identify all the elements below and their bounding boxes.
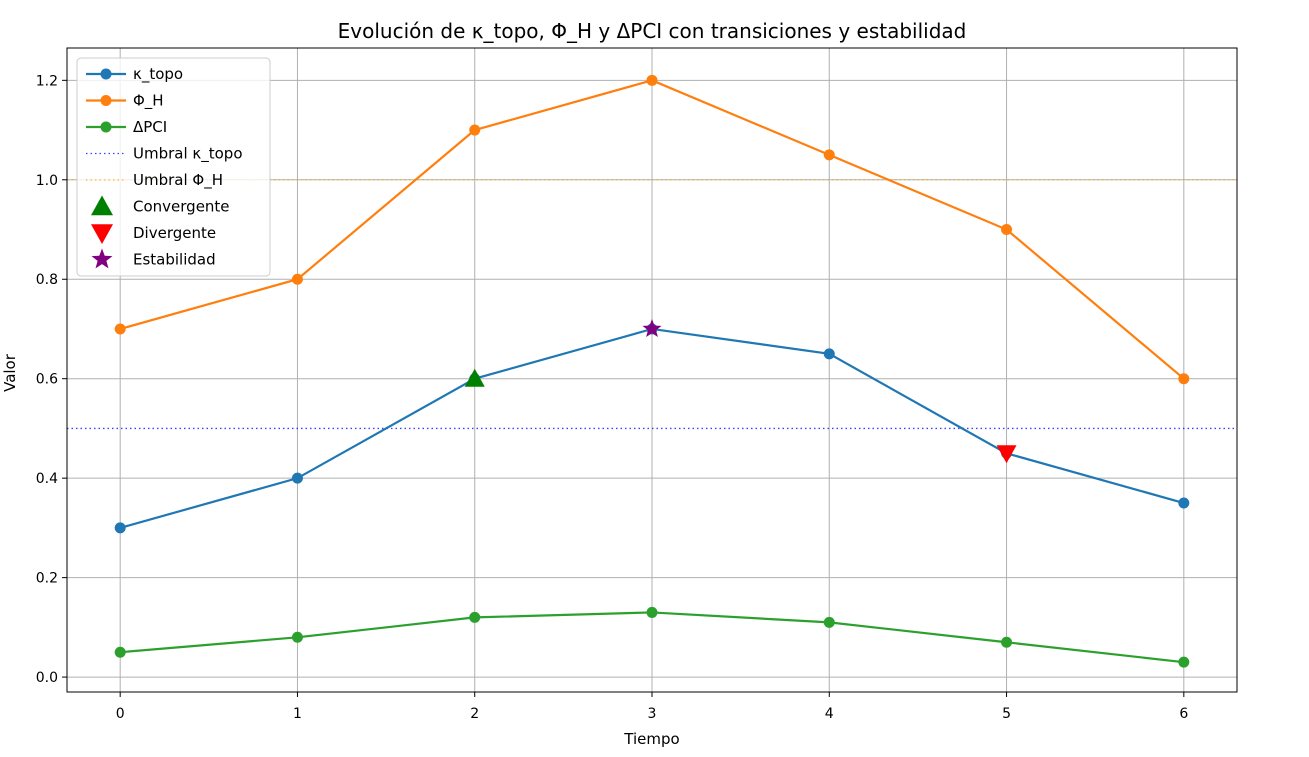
y-tick-label: 0.0 bbox=[36, 670, 58, 686]
x-tick-label: 0 bbox=[116, 706, 125, 722]
y-tick-label: 0.2 bbox=[36, 571, 58, 587]
legend-point bbox=[100, 95, 112, 106]
x-tick-label: 2 bbox=[470, 706, 479, 722]
y-tick-label: 1.2 bbox=[36, 73, 58, 89]
series-point bbox=[823, 149, 835, 161]
legend-label: ΔPCI bbox=[133, 118, 167, 136]
x-tick-label: 1 bbox=[293, 706, 302, 722]
event-markers bbox=[464, 318, 1017, 464]
x-tick-label: 4 bbox=[825, 706, 834, 722]
legend-label: Estabilidad bbox=[133, 251, 216, 269]
series-point bbox=[469, 124, 481, 136]
x-tick-label: 6 bbox=[1179, 706, 1188, 722]
series-point bbox=[291, 631, 303, 643]
legend-box bbox=[76, 57, 271, 277]
event-marker bbox=[996, 445, 1017, 464]
series-point bbox=[646, 606, 658, 618]
series-point bbox=[291, 273, 303, 285]
y-tick-label: 1.0 bbox=[36, 173, 58, 189]
legend-label: Φ_H bbox=[133, 92, 164, 111]
event-marker bbox=[464, 368, 485, 387]
x-tick-label: 5 bbox=[1002, 706, 1011, 722]
series-point bbox=[291, 472, 303, 484]
series-point bbox=[823, 616, 835, 628]
legend-point bbox=[100, 68, 112, 80]
series-point bbox=[1178, 497, 1190, 509]
event-marker bbox=[642, 318, 662, 338]
legend-marker bbox=[91, 195, 113, 216]
series-point bbox=[1178, 373, 1190, 385]
series-point bbox=[1178, 656, 1190, 668]
legend-label: Convergente bbox=[133, 198, 230, 216]
series-point bbox=[469, 611, 481, 623]
series-point bbox=[1001, 224, 1013, 236]
series-point bbox=[114, 646, 126, 658]
legend: κ_topo Φ_H ΔPCI Umbral κ_topo Umbral Φ_H Conv… bbox=[76, 57, 271, 277]
y-axis-label: Valor bbox=[1, 353, 19, 392]
series-point bbox=[646, 74, 658, 86]
y-axis: 0.0 0.2 0.4 0.6 0.8 1.0 1.2 bbox=[36, 73, 67, 686]
series-point bbox=[823, 348, 835, 360]
legend-label: Umbral Φ_H bbox=[133, 171, 223, 190]
x-axis-label: Tiempo bbox=[623, 730, 679, 748]
y-tick-label: 0.8 bbox=[36, 272, 58, 288]
legend-label: Divergente bbox=[133, 224, 216, 242]
x-axis: 0 1 2 3 4 5 6 bbox=[116, 692, 1188, 722]
y-tick-label: 0.6 bbox=[36, 372, 58, 388]
legend-marker bbox=[91, 248, 113, 269]
legend-marker bbox=[91, 224, 113, 244]
y-tick-label: 0.4 bbox=[36, 471, 58, 487]
series-point bbox=[114, 323, 126, 335]
legend-label: κ_topo bbox=[133, 65, 183, 84]
series-point bbox=[1001, 636, 1013, 648]
chart-title: Evolución de κ_topo, Φ_H y ΔPCI con tran… bbox=[338, 19, 967, 43]
legend-point bbox=[100, 121, 112, 133]
legend-label: Umbral κ_topo bbox=[133, 145, 243, 164]
series-point bbox=[114, 522, 126, 534]
x-tick-label: 3 bbox=[648, 706, 657, 722]
plot-area bbox=[66, 47, 1238, 693]
